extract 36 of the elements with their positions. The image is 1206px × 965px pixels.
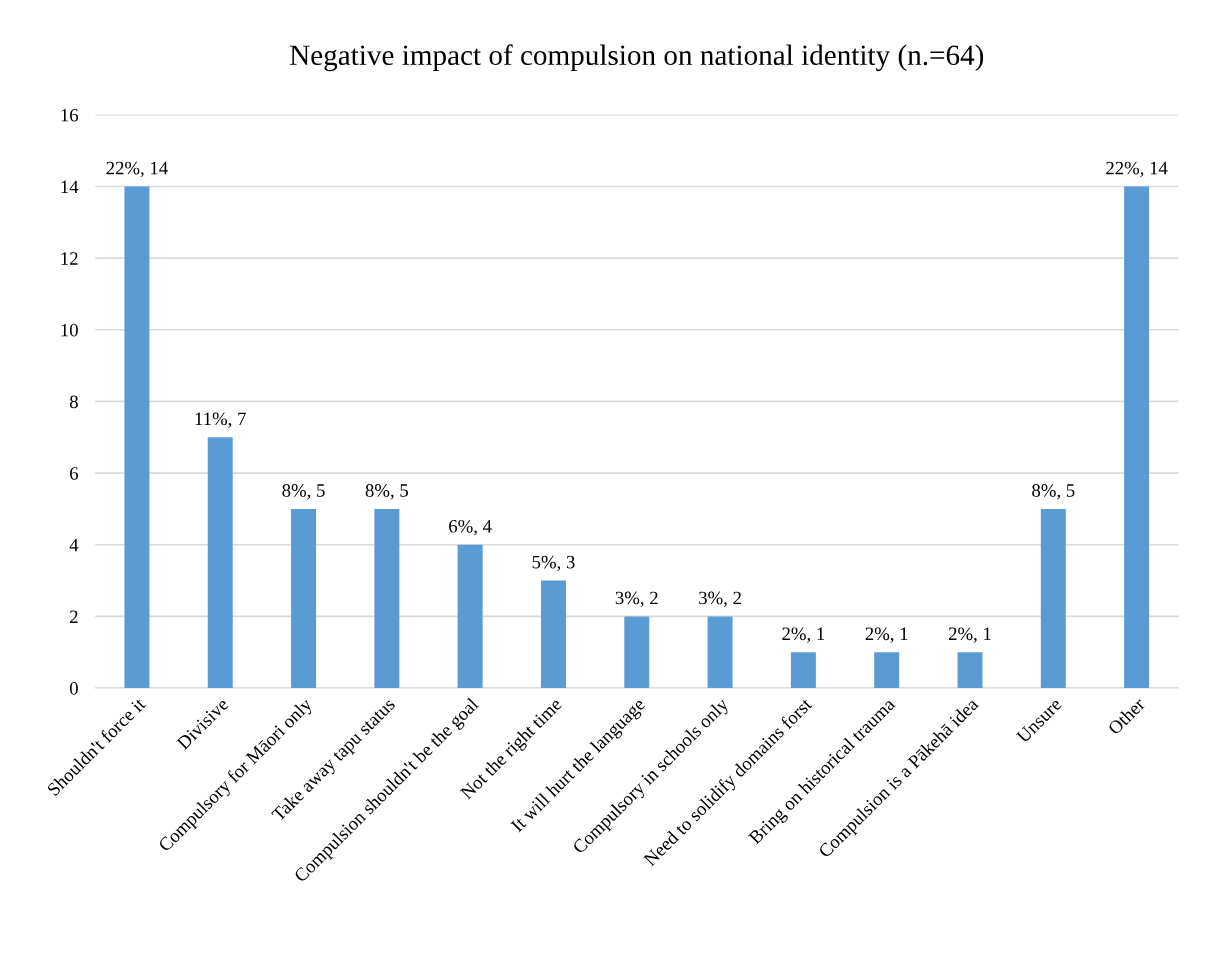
data-label: 22%, 14 [106, 161, 168, 178]
data-label: 5%, 3 [532, 555, 575, 572]
data-label: 8%, 5 [365, 484, 408, 500]
bar [1040, 508, 1066, 689]
bar [1124, 186, 1150, 689]
bar [790, 652, 816, 689]
bar [707, 616, 733, 689]
y-tick-label: 12 [61, 252, 78, 265]
data-label: 2%, 1 [865, 627, 908, 643]
data-label: 8%, 5 [1032, 484, 1075, 500]
data-label: 2%, 1 [948, 627, 991, 643]
data-label: 3%, 2 [699, 591, 741, 607]
data-label: 2%, 1 [782, 627, 825, 643]
bar [207, 437, 233, 689]
y-tick-label: 8 [69, 395, 78, 409]
bar [457, 544, 483, 689]
bar [540, 580, 566, 689]
bar [124, 186, 150, 689]
y-tick-label: 16 [61, 108, 79, 122]
bar [874, 652, 900, 689]
y-tick-label: 2 [70, 610, 78, 623]
data-label: 11%, 7 [195, 412, 246, 428]
data-label: 8%, 5 [282, 484, 325, 500]
data-label: 22%, 14 [1106, 161, 1168, 178]
chart-title: Negative impact of compulsion on national identity (n.=64) [289, 44, 984, 72]
bar [374, 508, 400, 689]
data-label: 6%, 4 [449, 519, 492, 536]
bar [957, 652, 983, 689]
y-tick-label: 4 [69, 538, 79, 552]
bar [291, 508, 317, 689]
y-tick-label: 10 [61, 323, 78, 337]
bar [624, 616, 650, 689]
data-label: 3%, 2 [615, 591, 658, 607]
y-tick-label: 14 [61, 180, 79, 193]
y-tick-label: 0 [69, 682, 78, 695]
y-tick-label: 6 [70, 467, 79, 480]
